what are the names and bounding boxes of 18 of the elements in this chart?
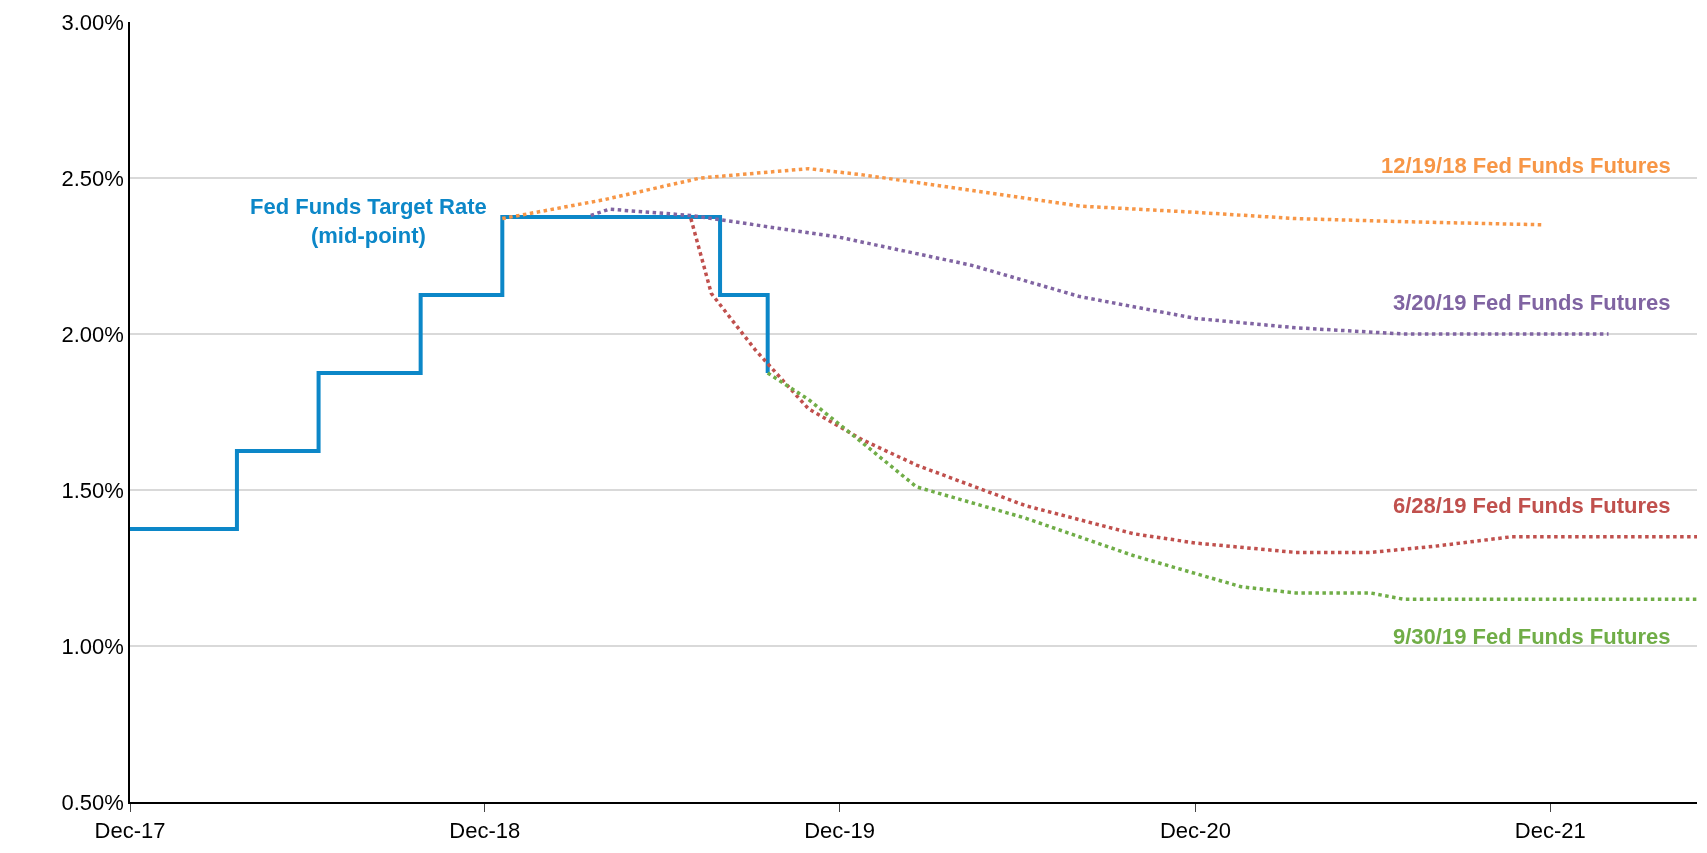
series-label: Fed Funds Target Rate (mid-point): [250, 194, 487, 248]
series-label: 9/30/19 Fed Funds Futures: [1393, 624, 1671, 649]
line-series: [689, 216, 1697, 555]
x-tick-label: Dec-21: [1514, 818, 1586, 844]
y-tick-label: 0.50%: [61, 789, 124, 815]
x-tick-label: Dec-17: [94, 818, 166, 844]
line-series: [765, 371, 1697, 601]
series-label: 6/28/19 Fed Funds Futures: [1393, 493, 1671, 518]
y-tick-label: 1.50%: [61, 477, 124, 503]
series-label: 12/19/18 Fed Funds Futures: [1381, 153, 1671, 178]
x-tick-label: Dec-20: [1159, 818, 1231, 844]
x-tick-label: Dec-19: [804, 818, 876, 844]
y-tick-label: 1.00%: [61, 633, 124, 659]
series-label: 3/20/19 Fed Funds Futures: [1393, 290, 1671, 315]
y-tick-label: 2.50%: [61, 165, 124, 191]
y-tick-label: 3.00%: [61, 9, 124, 35]
y-tick-label: 2.00%: [61, 321, 124, 347]
x-tick-label: Dec-18: [449, 818, 521, 844]
